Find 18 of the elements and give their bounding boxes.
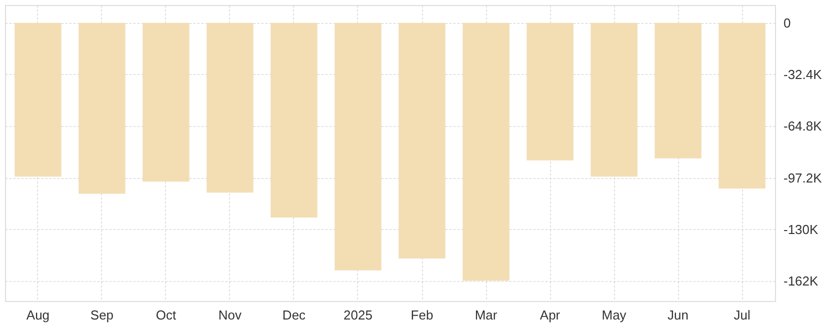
x-tick-label: Feb <box>410 308 434 322</box>
x-tick-label: Mar <box>474 308 498 322</box>
x-tick-label: Oct <box>156 308 176 322</box>
x-tick-label: Aug <box>26 308 50 322</box>
x-tick-label: Dec <box>282 308 306 322</box>
x-tick-label: Jun <box>668 308 689 322</box>
x-tick-label: Apr <box>540 308 561 322</box>
x-tick-label: May <box>602 308 627 322</box>
y-tick-label: -32.4K <box>784 66 822 82</box>
x-tick-label: 2025 <box>344 308 372 322</box>
y-tick-label: -64.8K <box>784 118 822 134</box>
y-tick-label: -97.2K <box>784 170 822 186</box>
x-tick-label: Nov <box>218 308 242 322</box>
x-tick-label: Sep <box>90 308 114 322</box>
x-tick-label: Jul <box>734 308 750 322</box>
y-tick-label: 0 <box>784 15 791 30</box>
y-tick-label: -130K <box>784 222 819 237</box>
y-tick-label: -162K <box>784 274 819 289</box>
